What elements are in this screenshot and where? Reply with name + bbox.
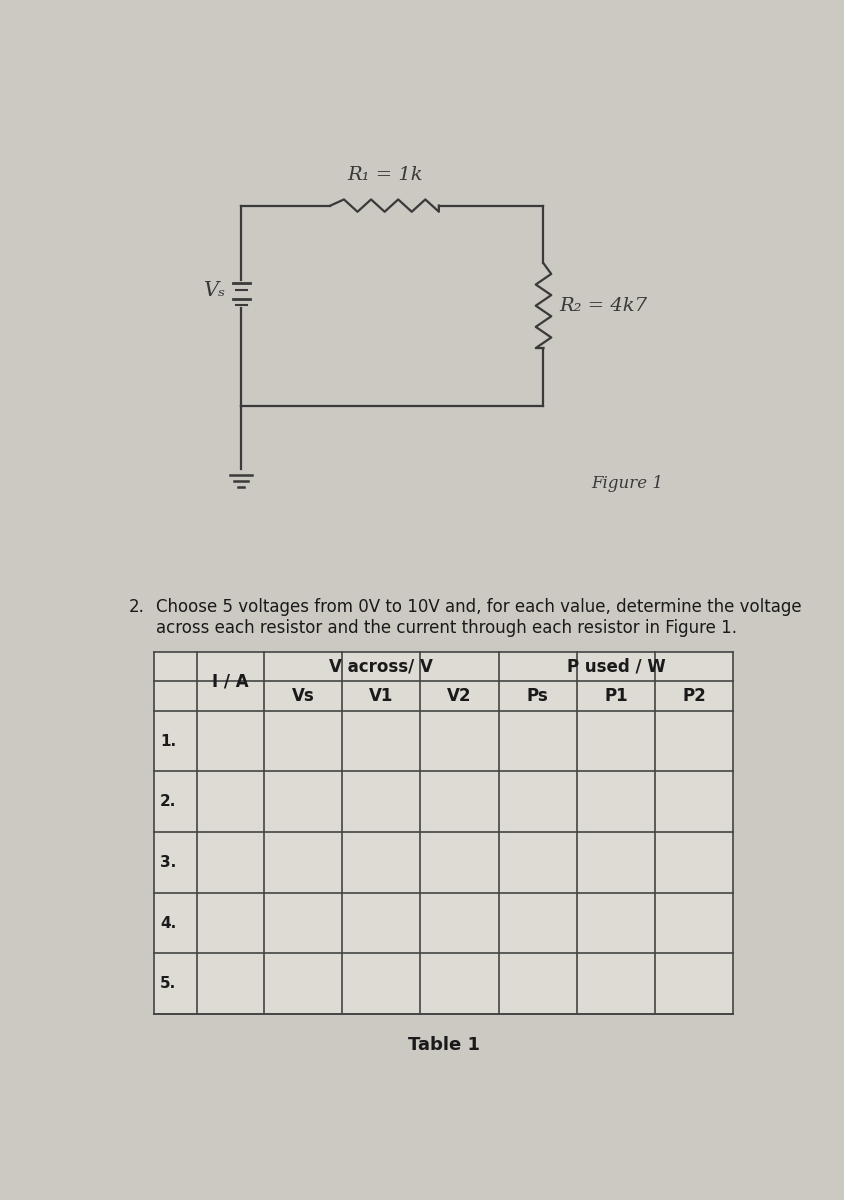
Text: V across/ V: V across/ V (329, 658, 433, 676)
Text: Table 1: Table 1 (407, 1036, 479, 1054)
Polygon shape (653, 653, 655, 680)
Text: R₂ = 4k7: R₂ = 4k7 (559, 296, 647, 314)
Text: 3.: 3. (160, 854, 176, 870)
Text: Choose 5 voltages from 0V to 10V and, for each value, determine the voltage
acro: Choose 5 voltages from 0V to 10V and, fo… (156, 599, 801, 637)
Text: P1: P1 (603, 688, 627, 706)
Polygon shape (262, 653, 264, 680)
Text: Vₛ: Vₛ (203, 281, 226, 300)
Polygon shape (576, 653, 577, 680)
Text: P2: P2 (682, 688, 706, 706)
Text: 5.: 5. (160, 977, 176, 991)
Text: Figure 1: Figure 1 (591, 475, 663, 492)
Text: 4.: 4. (160, 916, 176, 930)
Text: Vs: Vs (291, 688, 314, 706)
Text: V2: V2 (446, 688, 471, 706)
Text: V1: V1 (369, 688, 393, 706)
Polygon shape (341, 653, 343, 680)
Text: R₁ = 1k: R₁ = 1k (346, 166, 422, 184)
Text: Ps: Ps (526, 688, 548, 706)
Text: 2.: 2. (160, 794, 176, 809)
Text: 1.: 1. (160, 733, 176, 749)
Text: 2.: 2. (129, 599, 144, 617)
Text: I / A: I / A (212, 672, 248, 690)
Text: P used / W: P used / W (566, 658, 664, 676)
Polygon shape (419, 653, 420, 680)
Polygon shape (154, 653, 733, 1014)
